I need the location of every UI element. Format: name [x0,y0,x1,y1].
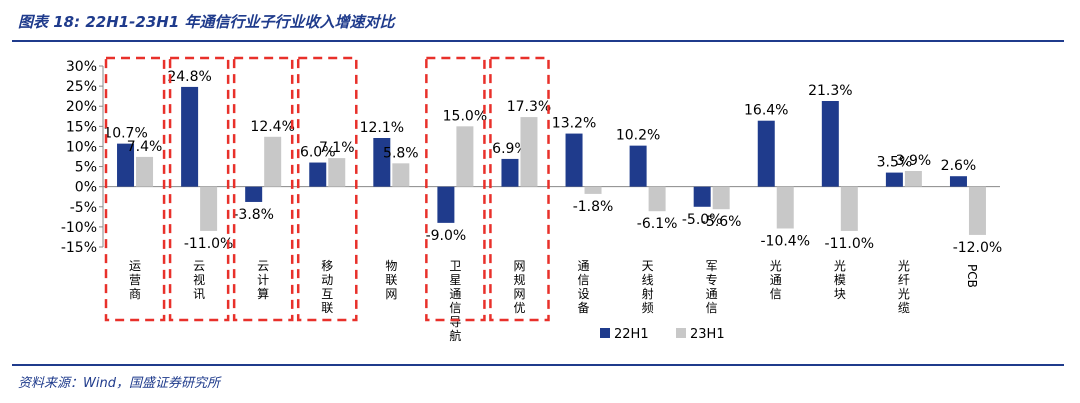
data-label: -6.1% [637,216,678,232]
legend-label: 22H1 [614,327,649,342]
highlight-box [168,56,230,322]
category-label: 云计算 [257,259,269,301]
data-label: 6.9% [492,141,528,157]
category-label: 通信设备 [578,259,590,315]
data-label: -5.6% [701,214,742,230]
data-label: -3.8% [233,207,274,223]
data-label: 12.4% [250,119,294,135]
bar-22h1 [501,158,519,187]
bottom-rule [12,364,1064,366]
legend-label: 23H1 [690,327,725,342]
bar-22h1 [821,100,839,187]
y-tick-label: -5% [70,200,97,216]
category-label: 网规网优 [513,259,525,315]
category-label: 光纤光缆 [898,259,910,315]
source-note: 资料来源：Wind，国盛证券研究所 [18,376,220,391]
category-label: 云视讯 [193,259,205,301]
category-label: 运营商 [129,259,141,301]
bar-23h1 [968,186,986,235]
bar-22h1 [565,133,583,187]
highlight-box [489,56,550,322]
highlight-box [425,56,486,322]
bar-22h1 [309,162,327,187]
y-tick-label: 25% [66,79,97,95]
y-tick-label: 20% [66,99,97,115]
data-label: 17.3% [507,99,551,115]
data-label: 6.0% [300,145,336,161]
highlight-box [104,56,166,322]
data-label: 3.9% [896,153,932,169]
bar-23h1 [776,186,794,229]
bar-22h1 [437,186,455,223]
bar-23h1 [328,158,346,187]
bar-23h1 [520,117,538,187]
bar-22h1 [117,143,135,187]
bar-22h1 [245,186,263,202]
y-tick-label: 10% [66,139,97,155]
bar-23h1 [136,156,154,187]
data-label: 7.1% [319,140,355,156]
y-tick-label: 5% [75,160,97,176]
y-tick-label: 15% [66,119,97,135]
bar-23h1 [648,186,666,212]
bar-22h1 [693,186,711,207]
bar-23h1 [264,136,282,187]
data-label: -9.0% [426,228,467,244]
data-label: 7.4% [127,139,163,155]
data-label: 12.1% [360,120,404,136]
data-label: 3.5% [877,155,913,171]
legend-swatch-23h1 [676,328,686,338]
y-tick-label: -10% [61,220,97,236]
data-label: 16.4% [744,103,788,119]
category-label: 光模块 [834,259,846,301]
data-label: -11.0% [825,236,875,252]
bar-22h1 [885,172,903,187]
data-label: -12.0% [953,240,1003,256]
bar-22h1 [373,137,391,187]
top-rule [12,40,1064,42]
highlight-box [232,56,294,322]
data-label: 13.2% [552,116,596,132]
data-label: 5.8% [383,145,419,161]
bar-23h1 [200,186,218,231]
bar-22h1 [181,86,199,187]
y-tick-label: -15% [61,240,97,256]
data-label: -1.8% [573,199,614,215]
bar-23h1 [904,170,922,187]
category-label: 物联网 [385,259,397,301]
data-label: 10.7% [103,126,147,142]
data-label: -11.0% [184,236,234,252]
category-label: 移动互联 [321,259,333,315]
legend-swatch-22h1 [600,328,610,338]
bar-23h1 [584,186,602,194]
data-label: 21.3% [808,83,852,99]
data-label: 15.0% [443,108,487,124]
category-label: 军专通信 [706,259,718,315]
data-label: -5.0% [682,212,723,228]
figure-title: 图表 18: 22H1-23H1 年通信行业子行业收入增速对比 [18,13,395,31]
y-tick-label: 30% [66,59,97,75]
bar-22h1 [949,176,967,187]
data-label: -10.4% [760,233,810,249]
bar-23h1 [712,186,730,210]
category-label: 卫星通信导航 [449,259,461,343]
y-tick-label: 0% [75,180,97,196]
category-label: 天线射频 [642,259,654,315]
category-label: PCB [965,264,979,288]
bar-22h1 [757,120,775,187]
category-label: 光通信 [770,259,782,301]
data-label: 24.8% [167,69,211,85]
bar-23h1 [456,126,474,187]
highlight-box [296,56,358,322]
bar-22h1 [629,145,647,187]
bar-23h1 [392,163,410,187]
data-label: 2.6% [941,158,977,174]
bar-23h1 [840,186,858,231]
data-label: 10.2% [616,128,660,144]
